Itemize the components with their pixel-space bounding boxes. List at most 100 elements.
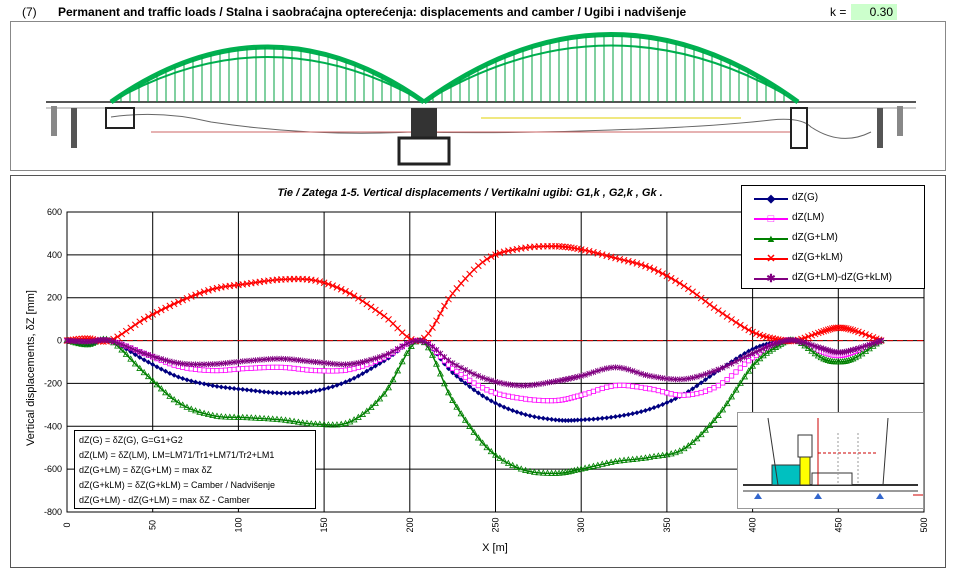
data-point bbox=[265, 389, 271, 395]
data-point bbox=[668, 376, 675, 383]
data-point bbox=[849, 355, 857, 362]
data-point bbox=[742, 361, 748, 367]
x-tick-label: 450 bbox=[833, 517, 843, 532]
data-point bbox=[338, 361, 345, 368]
data-point bbox=[329, 421, 337, 428]
data-point bbox=[531, 414, 537, 420]
data-point bbox=[450, 370, 456, 376]
data-point bbox=[171, 372, 177, 378]
data-point bbox=[501, 392, 507, 398]
data-point bbox=[479, 258, 486, 266]
data-point bbox=[338, 381, 344, 387]
data-point bbox=[171, 359, 177, 366]
data-point bbox=[337, 420, 345, 427]
data-point bbox=[501, 380, 507, 387]
data-point bbox=[581, 246, 589, 254]
data-point bbox=[457, 410, 465, 417]
k-value-cell[interactable]: 0.30 bbox=[851, 4, 897, 20]
legend-swatch bbox=[754, 258, 788, 260]
data-point bbox=[598, 251, 606, 258]
data-point bbox=[694, 383, 700, 389]
data-point bbox=[608, 383, 614, 389]
data-point bbox=[552, 417, 558, 423]
data-point bbox=[248, 387, 254, 393]
data-point bbox=[664, 390, 670, 396]
data-point bbox=[153, 381, 161, 388]
legend-swatch bbox=[754, 218, 788, 220]
inset-load-block-yellow bbox=[799, 456, 811, 486]
data-point bbox=[355, 359, 362, 366]
data-point bbox=[594, 461, 602, 468]
data-point bbox=[252, 365, 259, 371]
data-point bbox=[425, 330, 432, 337]
data-point bbox=[676, 376, 683, 383]
data-point bbox=[338, 368, 344, 374]
data-point bbox=[360, 371, 366, 377]
data-point bbox=[599, 385, 605, 392]
data-point bbox=[235, 366, 241, 372]
data-point bbox=[650, 266, 658, 273]
data-point bbox=[518, 395, 524, 402]
data-point bbox=[467, 384, 473, 390]
data-point bbox=[114, 339, 121, 346]
data-point bbox=[811, 349, 819, 357]
data-point bbox=[261, 389, 267, 395]
data-point bbox=[132, 347, 139, 354]
data-point bbox=[565, 417, 571, 423]
data-point bbox=[454, 362, 460, 369]
data-point bbox=[586, 370, 592, 377]
data-point bbox=[862, 331, 869, 338]
data-point bbox=[698, 372, 704, 379]
data-point bbox=[417, 337, 423, 344]
data-point bbox=[842, 325, 850, 332]
data-point bbox=[581, 464, 589, 471]
data-point bbox=[608, 414, 614, 420]
data-point bbox=[737, 356, 744, 363]
data-point bbox=[257, 388, 263, 394]
data-point bbox=[737, 353, 743, 359]
data-point bbox=[278, 364, 284, 370]
data-point bbox=[114, 342, 122, 349]
data-point bbox=[445, 357, 452, 364]
data-point bbox=[769, 345, 777, 352]
data-point bbox=[162, 357, 169, 364]
x-marker-icon: ✕ bbox=[766, 253, 776, 265]
inset-load-block-small bbox=[811, 472, 853, 486]
data-point bbox=[368, 366, 374, 372]
data-point bbox=[154, 354, 160, 361]
inset-hanger-2 bbox=[882, 417, 889, 486]
data-point bbox=[651, 386, 657, 393]
k-label: k = bbox=[830, 5, 847, 19]
data-point bbox=[808, 342, 815, 349]
data-point bbox=[141, 350, 147, 357]
data-point bbox=[616, 364, 623, 371]
data-point bbox=[710, 304, 718, 311]
data-point bbox=[497, 391, 503, 397]
data-point bbox=[158, 355, 165, 362]
data-point bbox=[629, 455, 637, 462]
data-point bbox=[157, 306, 165, 314]
data-point bbox=[616, 255, 624, 263]
data-point bbox=[536, 415, 542, 421]
data-point bbox=[363, 300, 371, 308]
data-point bbox=[399, 343, 406, 350]
data-point bbox=[814, 352, 822, 359]
data-point bbox=[510, 408, 516, 414]
data-point bbox=[300, 366, 306, 373]
data-point bbox=[359, 358, 366, 365]
legend-label: dZ(G+kLM) bbox=[792, 252, 843, 263]
data-point bbox=[334, 368, 340, 374]
arch-right bbox=[422, 32, 800, 105]
data-point bbox=[711, 368, 717, 375]
data-point bbox=[710, 416, 718, 424]
data-point bbox=[187, 293, 195, 300]
data-point bbox=[752, 358, 760, 365]
data-point bbox=[277, 416, 285, 423]
data-point bbox=[733, 358, 739, 365]
data-point bbox=[531, 381, 538, 388]
data-point bbox=[144, 372, 152, 380]
data-point bbox=[594, 367, 601, 374]
legend-label: dZ(G+LM)-dZ(G+kLM) bbox=[792, 272, 893, 283]
data-point bbox=[728, 360, 735, 367]
data-point bbox=[403, 333, 411, 340]
